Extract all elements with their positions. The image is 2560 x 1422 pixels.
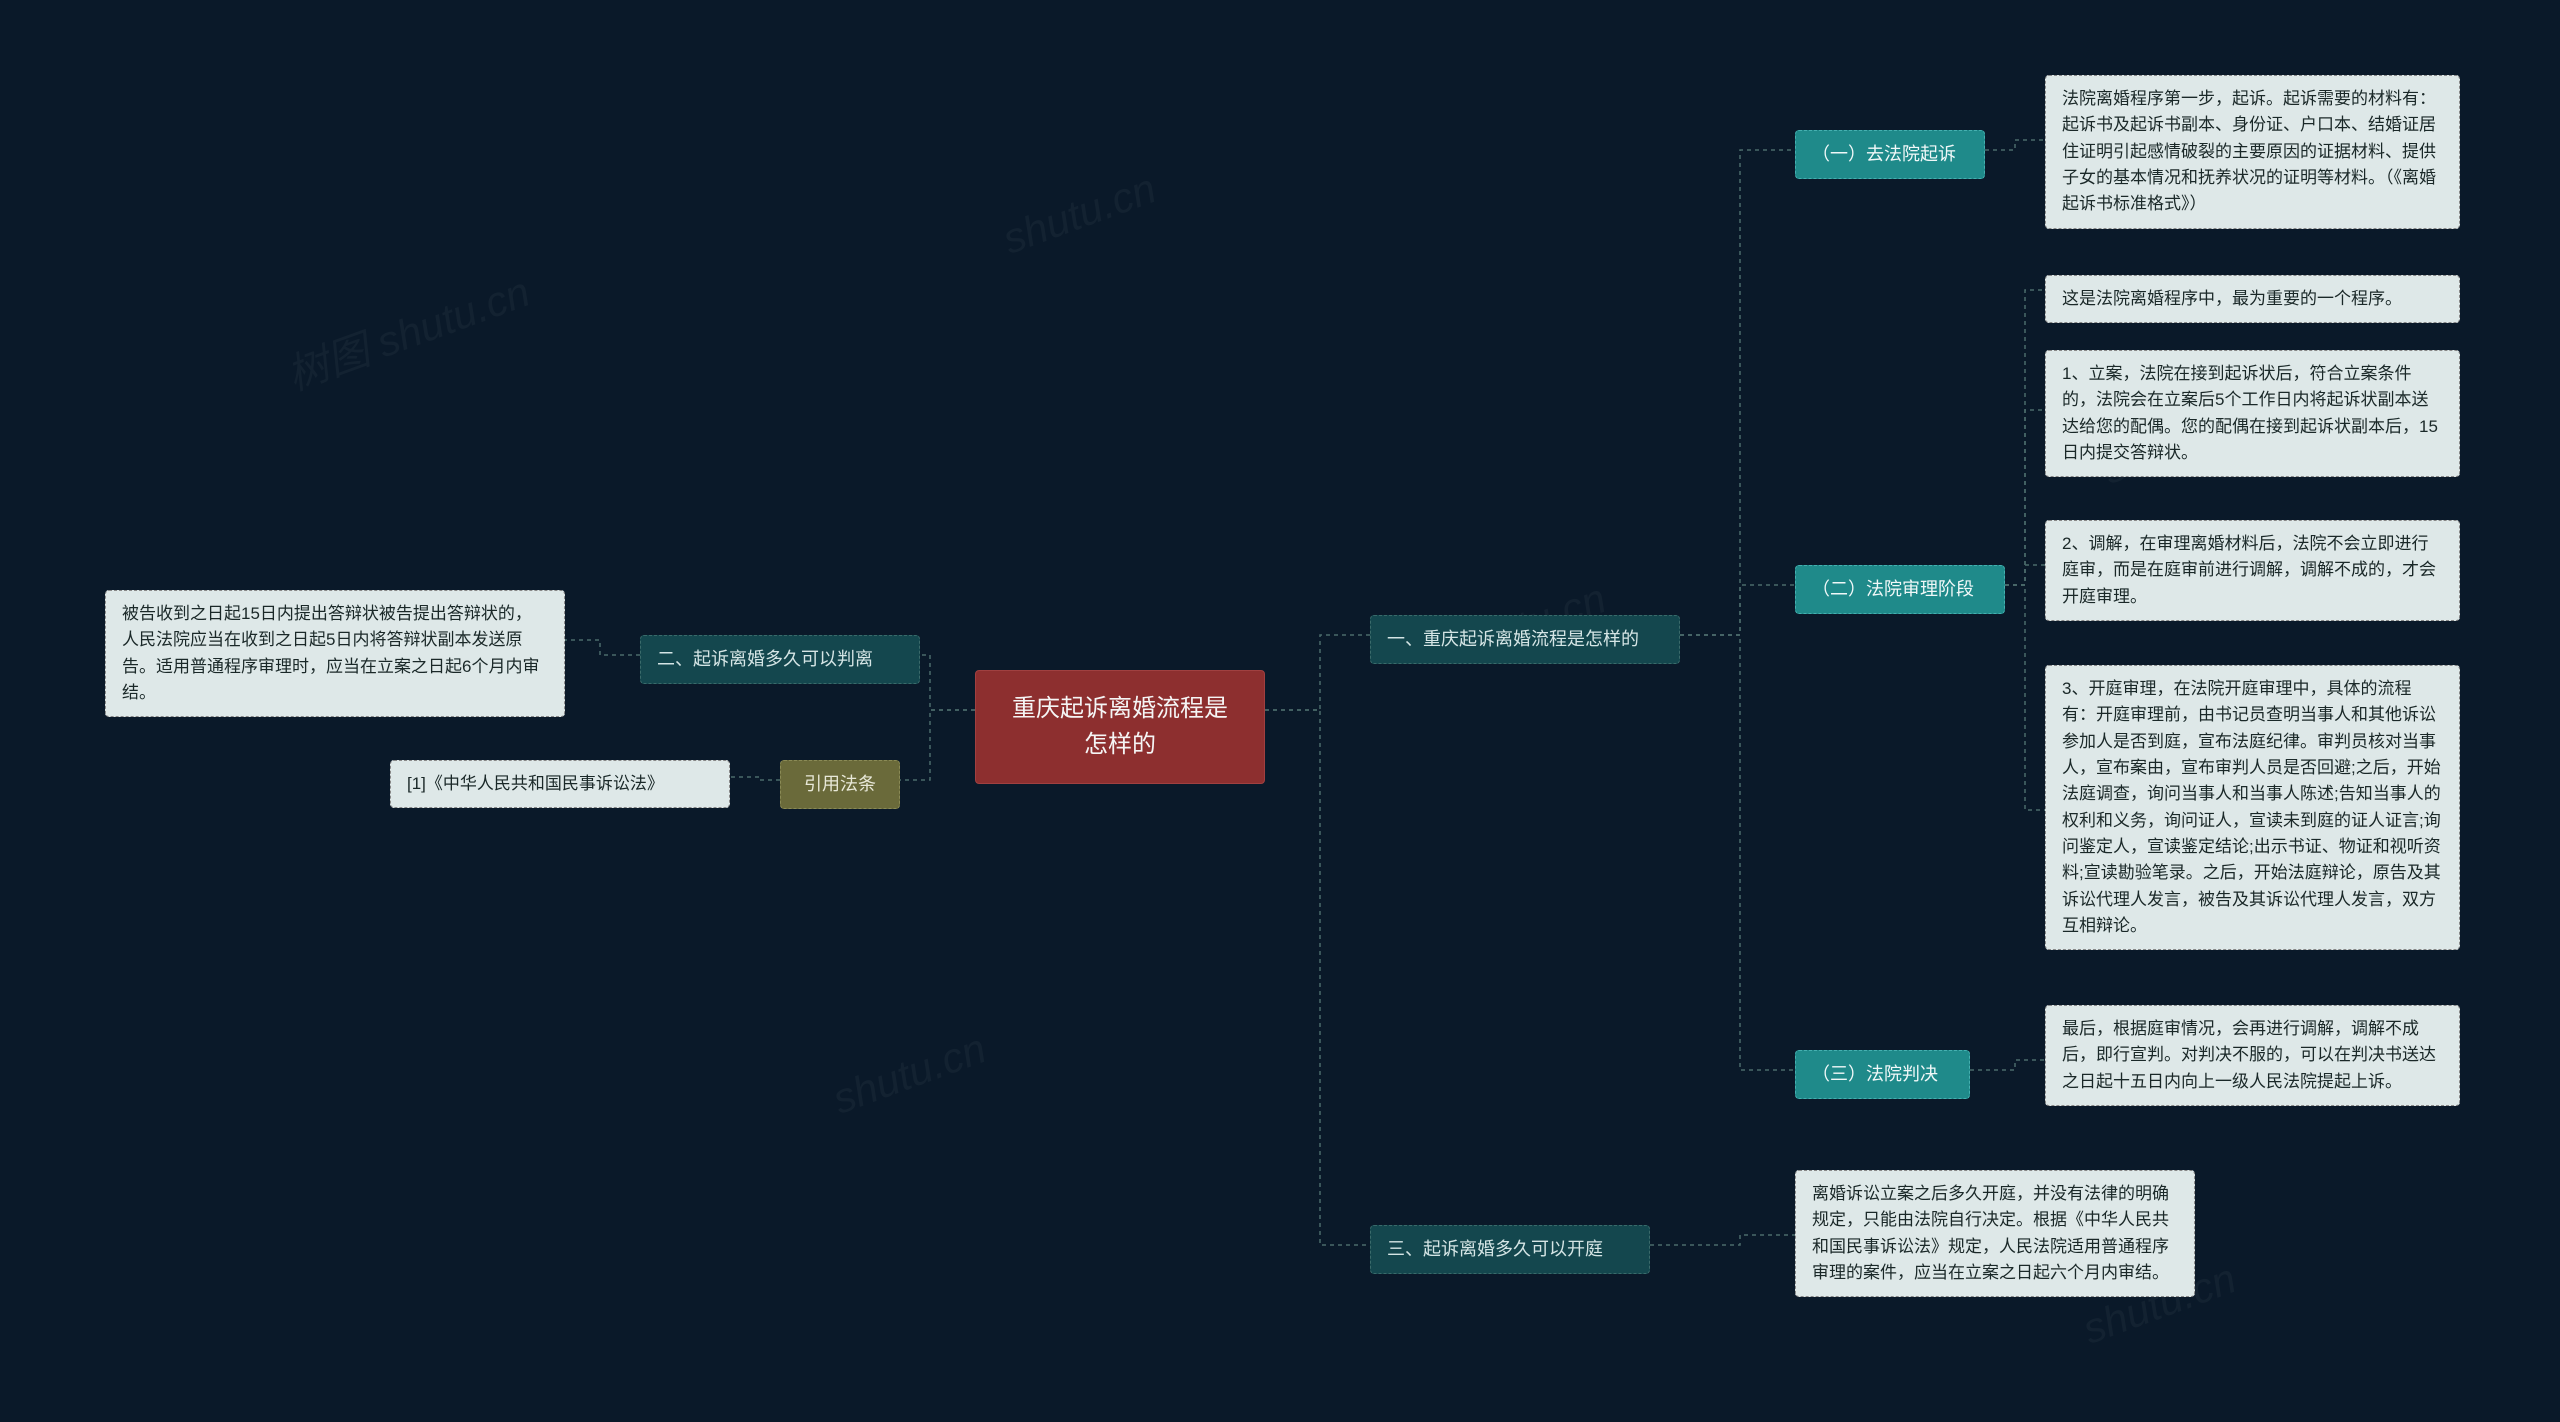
leaf-node[interactable]: 法院离婚程序第一步，起诉。起诉需要的材料有：起诉书及起诉书副本、身份证、户口本、… — [2045, 75, 2460, 229]
leaf-node[interactable]: 3、开庭审理，在法院开庭审理中，具体的流程有：开庭审理前，由书记员查明当事人和其… — [2045, 665, 2460, 950]
branch-1-sub-3[interactable]: （三）法院判决 — [1795, 1050, 1970, 1099]
mindmap-root[interactable]: 重庆起诉离婚流程是怎样的 — [975, 670, 1265, 784]
leaf-node[interactable]: [1]《中华人民共和国民事诉讼法》 — [390, 760, 730, 808]
leaf-node[interactable]: 1、立案，法院在接到起诉状后，符合立案条件的，法院会在立案后5个工作日内将起诉状… — [2045, 350, 2460, 477]
leaf-node[interactable]: 被告收到之日起15日内提出答辩状被告提出答辩状的，人民法院应当在收到之日起5日内… — [105, 590, 565, 717]
branch-section-3[interactable]: 三、起诉离婚多久可以开庭 — [1370, 1225, 1650, 1274]
branch-section-1[interactable]: 一、重庆起诉离婚流程是怎样的 — [1370, 615, 1680, 664]
branch-section-2[interactable]: 二、起诉离婚多久可以判离 — [640, 635, 920, 684]
watermark: shutu.cn — [827, 1024, 993, 1123]
leaf-node[interactable]: 离婚诉讼立案之后多久开庭，并没有法律的明确规定，只能由法院自行决定。根据《中华人… — [1795, 1170, 2195, 1297]
leaf-node[interactable]: 最后，根据庭审情况，会再进行调解，调解不成后，即行宣判。对判决不服的，可以在判决… — [2045, 1005, 2460, 1106]
branch-1-sub-1[interactable]: （一）去法院起诉 — [1795, 130, 1985, 179]
watermark: shutu.cn — [997, 164, 1163, 263]
branch-references[interactable]: 引用法条 — [780, 760, 900, 809]
leaf-node[interactable]: 这是法院离婚程序中，最为重要的一个程序。 — [2045, 275, 2460, 323]
leaf-node[interactable]: 2、调解，在审理离婚材料后，法院不会立即进行庭审，而是在庭审前进行调解，调解不成… — [2045, 520, 2460, 621]
branch-1-sub-2[interactable]: （二）法院审理阶段 — [1795, 565, 2005, 614]
watermark: 树图 shutu.cn — [277, 258, 537, 402]
